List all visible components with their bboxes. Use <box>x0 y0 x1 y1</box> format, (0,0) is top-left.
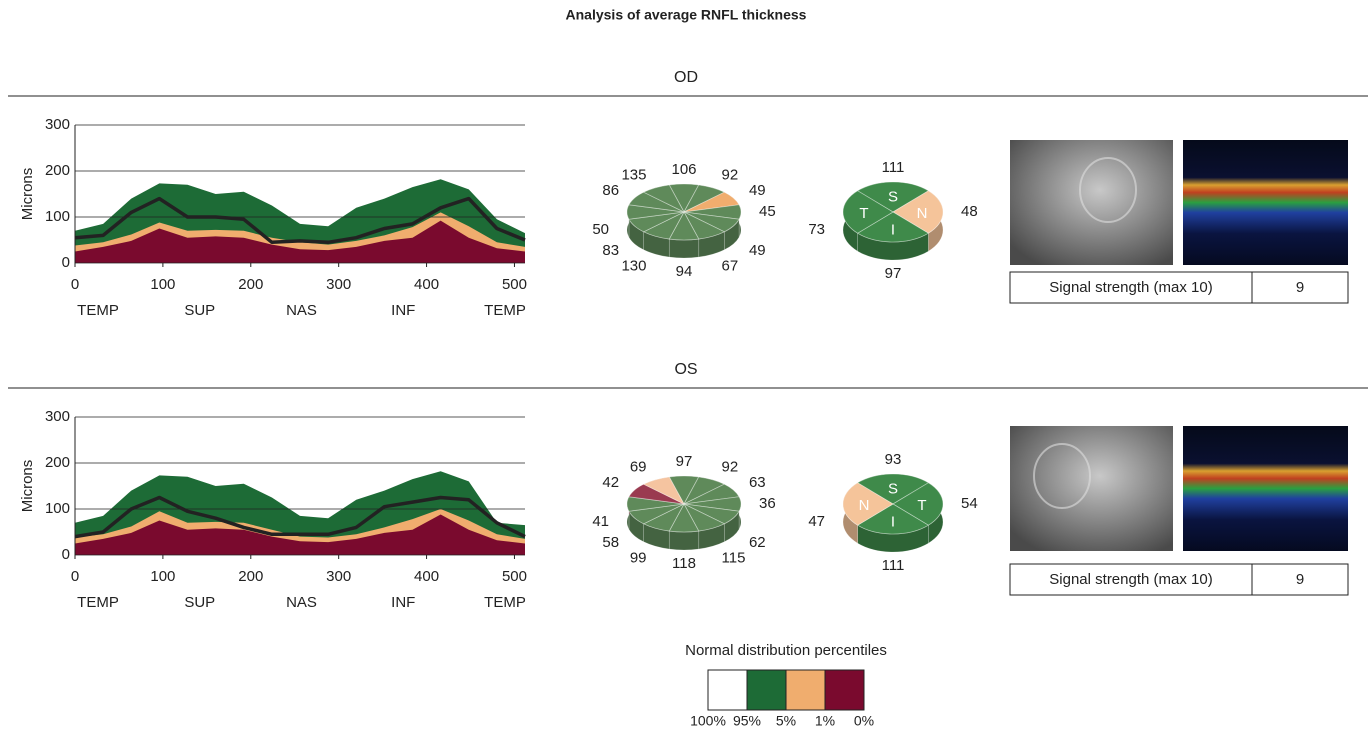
legend-swatch <box>708 670 747 710</box>
y-tick-label: 100 <box>45 208 70 225</box>
region-label: TEMP <box>484 594 526 611</box>
sector-value: 41 <box>592 513 609 530</box>
sector-value: 111 <box>882 557 905 574</box>
y-tick-label: 100 <box>45 500 70 517</box>
x-tick-label: 300 <box>326 276 351 293</box>
sector-value: 36 <box>759 495 776 512</box>
region-label: TEMP <box>77 594 119 611</box>
sector-side <box>669 531 699 550</box>
sector-value: 49 <box>749 182 766 199</box>
legend-label: 100% <box>690 713 726 729</box>
legend-swatch <box>825 670 864 710</box>
sector-letter: I <box>891 513 895 530</box>
sector-value: 54 <box>961 495 978 512</box>
region-label: INF <box>391 302 415 319</box>
sector-value: 93 <box>885 451 902 468</box>
sector-value: 50 <box>592 221 609 238</box>
region-label: SUP <box>184 594 215 611</box>
sector-value: 83 <box>602 242 619 259</box>
x-tick-label: 500 <box>502 276 527 293</box>
legend-label: 95% <box>733 713 761 729</box>
sector-value: 86 <box>602 182 619 199</box>
section-heading: OS <box>674 361 697 378</box>
region-label: INF <box>391 594 415 611</box>
region-label: NAS <box>286 302 317 319</box>
signal-value: 9 <box>1296 571 1304 588</box>
legend-title: Normal distribution percentiles <box>685 642 887 659</box>
y-axis-label: Microns <box>19 168 36 221</box>
sector-value: 135 <box>621 167 646 184</box>
legend-swatch <box>747 670 786 710</box>
x-tick-label: 500 <box>502 568 527 585</box>
sector-side <box>669 239 699 258</box>
x-tick-label: 400 <box>414 568 439 585</box>
sector-value: 118 <box>672 555 696 572</box>
x-tick-label: 100 <box>150 568 175 585</box>
sector-value: 115 <box>722 549 746 566</box>
x-tick-label: 0 <box>71 276 79 293</box>
sector-value: 97 <box>676 453 693 470</box>
sector-letter: S <box>888 188 898 205</box>
y-axis-label: Microns <box>19 460 36 513</box>
x-tick-label: 400 <box>414 276 439 293</box>
fundus-image <box>1010 426 1173 551</box>
sector-letter: I <box>891 221 895 238</box>
legend-label: 5% <box>776 713 796 729</box>
region-label: TEMP <box>484 302 526 319</box>
x-tick-label: 300 <box>326 568 351 585</box>
sector-value: 49 <box>749 242 766 259</box>
sector-value: 92 <box>722 167 739 184</box>
sector-letter: N <box>859 497 870 514</box>
sector-value: 73 <box>808 221 825 238</box>
fundus-image <box>1010 140 1173 265</box>
figure-title: Analysis of average RNFL thickness <box>566 7 807 23</box>
y-tick-label: 0 <box>62 546 70 563</box>
legend-label: 1% <box>815 713 835 729</box>
sector-value: 130 <box>621 257 646 274</box>
sector-value: 67 <box>722 257 739 274</box>
x-tick-label: 200 <box>238 568 263 585</box>
sector-value: 111 <box>882 159 905 176</box>
sector-value: 106 <box>671 161 696 178</box>
sector-value: 69 <box>630 459 647 476</box>
figure: Analysis of average RNFL thickness OD 0 10… <box>0 0 1372 735</box>
y-tick-label: 300 <box>45 408 70 425</box>
sector-value: 63 <box>749 474 766 491</box>
y-tick-label: 0 <box>62 254 70 271</box>
sector-value: 45 <box>759 203 776 220</box>
x-tick-label: 0 <box>71 568 79 585</box>
oct-image <box>1183 140 1348 265</box>
signal-label: Signal strength (max 10) <box>1049 571 1212 588</box>
signal-value: 9 <box>1296 279 1304 296</box>
legend-label: 0% <box>854 713 874 729</box>
legend-swatch <box>786 670 825 710</box>
y-tick-label: 200 <box>45 454 70 471</box>
region-label: NAS <box>286 594 317 611</box>
sector-value: 47 <box>808 513 825 530</box>
x-tick-label: 200 <box>238 276 263 293</box>
sector-letter: N <box>917 205 928 222</box>
sector-letter: T <box>859 205 868 222</box>
x-tick-label: 100 <box>150 276 175 293</box>
sector-value: 99 <box>630 549 647 566</box>
signal-label: Signal strength (max 10) <box>1049 279 1212 296</box>
y-tick-label: 200 <box>45 162 70 179</box>
sector-value: 42 <box>602 474 619 491</box>
sector-value: 48 <box>961 203 978 220</box>
region-label: TEMP <box>77 302 119 319</box>
region-label: SUP <box>184 302 215 319</box>
sector-value: 62 <box>749 534 766 551</box>
section-heading: OD <box>674 69 698 86</box>
sector-value: 92 <box>722 459 739 476</box>
sector-value: 97 <box>885 265 902 282</box>
sector-letter: T <box>917 497 926 514</box>
sector-letter: S <box>888 480 898 497</box>
sector-value: 94 <box>676 263 693 280</box>
sector-value: 58 <box>602 534 619 551</box>
oct-image <box>1183 426 1348 551</box>
y-tick-label: 300 <box>45 116 70 133</box>
